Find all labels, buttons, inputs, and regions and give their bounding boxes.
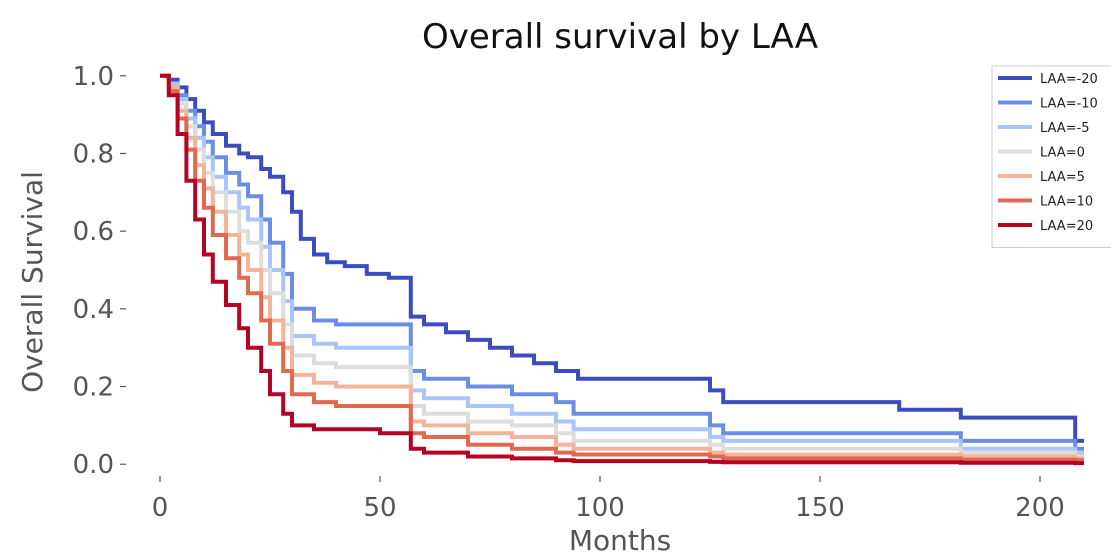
x-tick-label: 150 [795, 493, 845, 523]
y-tick-label: 0.6 [73, 217, 114, 247]
survival-curve-laa-10 [160, 73, 1084, 463]
y-axis-label: Overall Survival [16, 171, 49, 393]
survival-curves [160, 73, 1084, 466]
y-tick-label: 0.2 [73, 373, 114, 403]
legend-label: LAA=-10 [1040, 97, 1098, 112]
x-tick-label: 50 [363, 493, 396, 523]
x-tick-label: 0 [152, 493, 169, 523]
survival-curve-laa-10 [160, 73, 1084, 451]
survival-curve-laa-5 [160, 73, 1084, 461]
x-tick-label: 100 [575, 493, 625, 523]
legend-label: LAA=-20 [1040, 72, 1098, 87]
legend-label: LAA=5 [1040, 170, 1085, 185]
survival-curve-laa-5 [160, 73, 1084, 455]
legend-label: LAA=10 [1040, 195, 1093, 210]
y-tick-label: 0.8 [73, 139, 114, 169]
legend: LAA=-20 LAA=-10 LAA=-5 LAA=0 LAA=5 LAA=10 LAA=… [991, 65, 1111, 248]
legend-label: LAA=0 [1040, 146, 1085, 161]
survival-curve-laa-20 [160, 73, 1084, 466]
y-tick-label: 0.4 [73, 295, 114, 325]
chart-title: Overall survival by LAA [422, 17, 818, 57]
survival-curve-laa-20 [160, 73, 1084, 443]
legend-label: LAA=-5 [1040, 121, 1090, 136]
y-tick-label: 1.0 [73, 62, 114, 92]
legend-label: LAA=20 [1040, 219, 1093, 234]
axes: 0.0 0.2 0.4 0.6 0.8 1.0 0 50 100 150 200 [73, 62, 1065, 523]
y-tick-label: 0.0 [73, 450, 114, 480]
x-tick-label: 200 [1015, 493, 1065, 523]
survival-curve-laa-0 [160, 73, 1084, 459]
legend-box [991, 65, 1111, 248]
x-axis-label: Months [569, 524, 671, 555]
